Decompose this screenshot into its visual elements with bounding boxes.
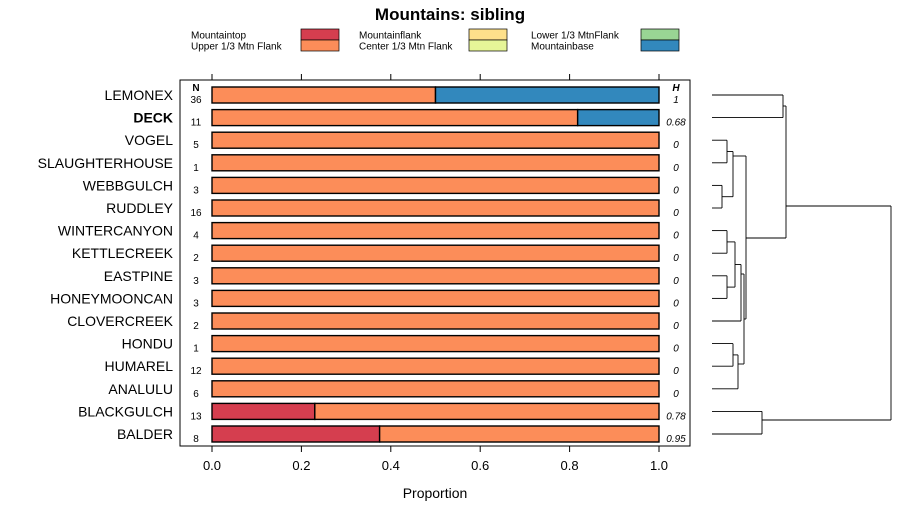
bar-segment — [211, 86, 437, 104]
h-value: 0.95 — [666, 434, 686, 445]
row-label: CLOVERCREEK — [67, 313, 173, 329]
h-value: 0 — [673, 321, 679, 332]
x-tick-label: 0.0 — [203, 458, 221, 473]
x-tick-label: 0.8 — [561, 458, 579, 473]
x-axis-label: Proportion — [403, 485, 468, 501]
bar-segment — [576, 108, 660, 127]
bar-segment — [314, 402, 660, 421]
n-value: 12 — [190, 366, 202, 377]
n-value: 1 — [193, 163, 199, 174]
legend-label: Center 1/3 Mtn Flank — [359, 42, 453, 53]
bar-segment — [211, 334, 660, 353]
bar-segment — [211, 289, 660, 308]
row-label: RUDDLEY — [106, 200, 174, 216]
h-value: 0 — [673, 163, 679, 174]
n-value: 16 — [190, 208, 202, 219]
x-tick-label: 0.2 — [292, 458, 310, 473]
h-value: 1 — [673, 95, 679, 106]
plot-frame — [179, 79, 691, 447]
row-label: HONEYMOONCAN — [50, 290, 173, 306]
bar-segment — [211, 108, 579, 127]
x-tick-label: 0.6 — [471, 458, 489, 473]
dendrogram — [712, 94, 892, 435]
n-value: 6 — [193, 389, 199, 400]
x-axis: 0.0 0.2 0.4 0.6 0.8 1.0 — [203, 74, 668, 473]
n-value: 36 — [190, 95, 202, 106]
h-value: 0 — [673, 185, 679, 196]
n-value: 5 — [193, 140, 199, 151]
bar-segment — [378, 425, 660, 443]
h-value: 0 — [673, 344, 679, 355]
h-value: 0 — [673, 140, 679, 151]
bar-segment — [434, 86, 660, 104]
bar-segment — [211, 199, 660, 217]
legend-swatch — [300, 28, 340, 41]
bar-segment — [211, 267, 660, 285]
row-label: EASTPINE — [104, 268, 173, 284]
h-value: 0 — [673, 208, 679, 219]
legend-swatch — [468, 28, 508, 41]
chart-title: Mountains: sibling — [375, 5, 525, 24]
row-label: LEMONEX — [105, 87, 174, 103]
row-label: WINTERCANYON — [58, 223, 173, 239]
n-value: 3 — [193, 185, 199, 196]
row-label: KETTLECREEK — [72, 245, 174, 261]
row-label: VOGEL — [125, 132, 173, 148]
legend-swatch — [640, 39, 680, 52]
x-tick-label: 1.0 — [650, 458, 668, 473]
n-value: 8 — [193, 434, 199, 445]
row-label: WEBBGULCH — [83, 177, 173, 193]
legend-label: Mountaintop — [191, 31, 246, 42]
row-label: ANALULU — [108, 381, 173, 397]
h-column-header: H — [672, 83, 680, 94]
legend-swatch — [468, 39, 508, 52]
x-tick-label: 0.4 — [382, 458, 400, 473]
n-value: 3 — [193, 298, 199, 309]
bar-segment — [211, 312, 660, 330]
legend-swatch — [300, 39, 340, 52]
h-value: 0 — [673, 276, 679, 287]
n-value: 2 — [193, 253, 199, 264]
n-value: 4 — [193, 231, 199, 242]
h-value: 0 — [673, 298, 679, 309]
bar-segment — [211, 380, 660, 398]
h-value: 0.68 — [666, 118, 686, 129]
legend-label: Upper 1/3 Mtn Flank — [191, 42, 283, 53]
bar-segment — [211, 357, 660, 375]
row-label: HONDU — [122, 336, 173, 352]
h-value: 0 — [673, 253, 679, 264]
legend-label: Mountainbase — [531, 42, 594, 53]
bar-segment — [211, 154, 660, 172]
bar-segment — [211, 425, 381, 443]
row-label: BLACKGULCH — [78, 403, 173, 419]
row-label: BALDER — [117, 426, 173, 442]
n-value: 13 — [190, 411, 202, 422]
legend-swatch — [640, 28, 680, 41]
row-label: SLAUGHTERHOUSE — [38, 155, 173, 171]
bar-segment — [211, 402, 316, 421]
bar-segment — [211, 176, 660, 195]
n-value: 2 — [193, 321, 199, 332]
bar-segment — [211, 131, 660, 149]
bar-segment — [211, 244, 660, 262]
bar-segment — [211, 221, 660, 240]
n-value: 1 — [193, 344, 199, 355]
n-value: 11 — [191, 118, 202, 129]
legend-label: Lower 1/3 MtnFlank — [531, 31, 620, 42]
n-value: 3 — [193, 276, 199, 287]
h-value: 0 — [673, 366, 679, 377]
row-label: HUMAREL — [105, 358, 174, 374]
h-value: 0 — [673, 389, 679, 400]
legend-label: Mountainflank — [359, 31, 422, 42]
h-value: 0 — [673, 231, 679, 242]
h-value: 0.78 — [666, 411, 686, 422]
row-label: DECK — [133, 110, 173, 126]
n-column-header: N — [192, 83, 199, 94]
